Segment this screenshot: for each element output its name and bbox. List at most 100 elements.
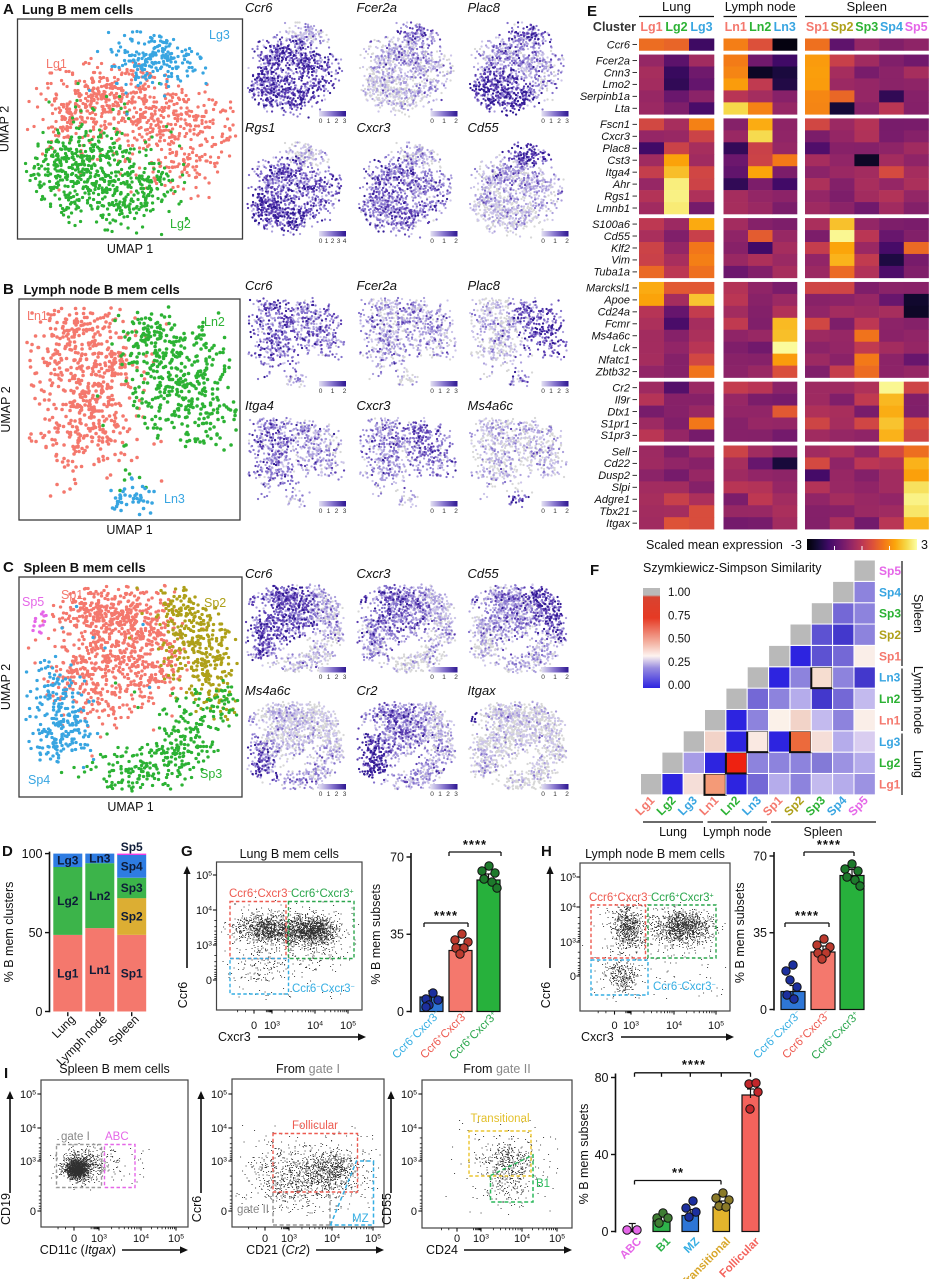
svg-text:Lg2: Lg2 <box>665 20 687 34</box>
svg-text:1: 1 <box>325 238 329 245</box>
svg-text:Slpi: Slpi <box>612 482 631 494</box>
svg-text:****: **** <box>463 837 487 852</box>
svg-text:Lg1: Lg1 <box>879 777 901 791</box>
svg-text:Itgax: Itgax <box>468 683 497 698</box>
svg-text:104​: 104​ <box>560 902 576 914</box>
svg-text:Lg1: Lg1 <box>632 793 657 818</box>
svg-text:Sp3: Sp3 <box>803 793 829 819</box>
svg-text:Sp5: Sp5 <box>22 595 44 609</box>
svg-text:Lung: Lung <box>911 750 925 778</box>
svg-text:Vim: Vim <box>611 255 630 267</box>
svg-text:2: 2 <box>565 238 569 245</box>
svg-text:Lg3: Lg3 <box>57 854 79 868</box>
svg-text:1: 1 <box>438 791 442 798</box>
svg-text:Lg2: Lg2 <box>170 217 191 231</box>
svg-text:103​: 103​ <box>473 1233 489 1245</box>
svg-text:Rgs1: Rgs1 <box>245 120 275 135</box>
svg-text:Sp2: Sp2 <box>879 628 901 642</box>
svg-text:0: 0 <box>319 238 323 245</box>
svg-text:0: 0 <box>262 1233 268 1245</box>
svg-text:Lck: Lck <box>613 342 631 354</box>
svg-text:Sp3: Sp3 <box>121 881 143 895</box>
svg-text:Lung: Lung <box>49 1012 78 1041</box>
svg-text:Tbx21: Tbx21 <box>599 506 630 518</box>
svg-text:UMAP 2: UMAP 2 <box>0 106 12 152</box>
svg-text:104​: 104​ <box>401 1123 417 1135</box>
svg-text:Lg2: Lg2 <box>57 894 79 908</box>
svg-text:Transitional: Transitional <box>470 1113 529 1125</box>
svg-text:1: 1 <box>553 238 557 245</box>
svg-text:Spleen B mem cells: Spleen B mem cells <box>24 560 146 575</box>
svg-text:Ln1: Ln1 <box>725 20 747 34</box>
svg-text:3: 3 <box>337 238 341 245</box>
svg-text:1: 1 <box>553 508 557 515</box>
svg-text:104​: 104​ <box>133 1233 149 1245</box>
svg-text:F: F <box>590 562 599 579</box>
svg-text:H: H <box>541 843 552 860</box>
svg-text:E: E <box>587 3 597 20</box>
svg-text:Tuba1a: Tuba1a <box>594 267 631 279</box>
svg-text:3: 3 <box>343 791 347 798</box>
svg-text:Lymph node: Lymph node <box>911 666 925 734</box>
svg-text:2: 2 <box>335 508 339 515</box>
svg-text:Lg2: Lg2 <box>654 793 679 818</box>
svg-text:0: 0 <box>430 388 434 395</box>
svg-text:0: 0 <box>430 238 434 245</box>
svg-text:% B mem subsets: % B mem subsets <box>733 882 747 983</box>
svg-text:From gate I: From gate I <box>276 1062 340 1076</box>
svg-text:103​: 103​ <box>20 1156 36 1168</box>
svg-text:Ln2: Ln2 <box>718 793 743 818</box>
svg-text:1: 1 <box>442 674 446 681</box>
svg-text:Ln2: Ln2 <box>749 20 771 34</box>
svg-text:Sp5: Sp5 <box>879 564 901 578</box>
svg-text:Ccr6: Ccr6 <box>245 566 273 581</box>
svg-text:Lg3: Lg3 <box>209 28 230 42</box>
svg-text:1: 1 <box>438 388 442 395</box>
svg-text:S100a6: S100a6 <box>592 219 631 231</box>
svg-text:3: 3 <box>343 674 347 681</box>
svg-text:Ahr: Ahr <box>612 179 631 191</box>
svg-text:Rgs1: Rgs1 <box>604 191 630 203</box>
svg-text:2: 2 <box>454 508 458 515</box>
svg-text:S1pr1: S1pr1 <box>601 418 630 430</box>
svg-text:Serpinb1a: Serpinb1a <box>580 91 630 103</box>
svg-text:Itga4: Itga4 <box>606 167 630 179</box>
svg-text:2: 2 <box>331 238 335 245</box>
svg-text:0: 0 <box>541 118 545 125</box>
svg-text:0: 0 <box>430 118 434 125</box>
svg-text:Ccr6: Ccr6 <box>607 39 631 51</box>
svg-text:Sp5: Sp5 <box>845 793 871 819</box>
svg-text:Sp3: Sp3 <box>855 20 878 34</box>
svg-text:**: ** <box>672 1165 684 1180</box>
svg-text:40: 40 <box>595 1148 609 1162</box>
svg-text:0: 0 <box>319 674 323 681</box>
svg-text:Ccr6−​Cxcr3−​: Ccr6−​Cxcr3−​ <box>292 982 355 995</box>
svg-text:0: 0 <box>541 791 545 798</box>
svg-text:Il9r: Il9r <box>615 394 632 406</box>
svg-text:1: 1 <box>327 508 331 515</box>
svg-text:105​: 105​ <box>20 1089 36 1101</box>
svg-text:Spleen: Spleen <box>847 0 887 14</box>
svg-text:Lmnb1: Lmnb1 <box>596 203 630 215</box>
svg-text:Cd55: Cd55 <box>604 231 631 243</box>
svg-text:Ccr6+​Cxcr3−​: Ccr6+​Cxcr3−​ <box>229 887 292 900</box>
svg-text:105​: 105​ <box>560 872 576 884</box>
svg-text:Ms4a6c: Ms4a6c <box>245 683 291 698</box>
svg-text:104​: 104​ <box>20 1123 36 1135</box>
svg-text:Dtx1: Dtx1 <box>607 406 630 418</box>
svg-text:104​: 104​ <box>666 1020 682 1032</box>
svg-text:103​: 103​ <box>623 1020 639 1032</box>
svg-text:Cxcr3: Cxcr3 <box>601 131 631 143</box>
svg-text:Adgre1: Adgre1 <box>594 494 630 506</box>
svg-text:Cxcr3: Cxcr3 <box>357 120 392 135</box>
svg-text:Klf2: Klf2 <box>611 243 630 255</box>
svg-text:Ln2: Ln2 <box>89 889 111 903</box>
svg-text:3: 3 <box>921 538 928 552</box>
svg-text:gate I: gate I <box>61 1131 90 1143</box>
svg-text:Fcmr: Fcmr <box>605 319 631 331</box>
svg-text:1: 1 <box>331 388 335 395</box>
svg-text:0: 0 <box>541 674 545 681</box>
svg-text:G: G <box>181 843 193 860</box>
svg-text:0: 0 <box>319 118 323 125</box>
svg-text:****: **** <box>434 908 458 923</box>
